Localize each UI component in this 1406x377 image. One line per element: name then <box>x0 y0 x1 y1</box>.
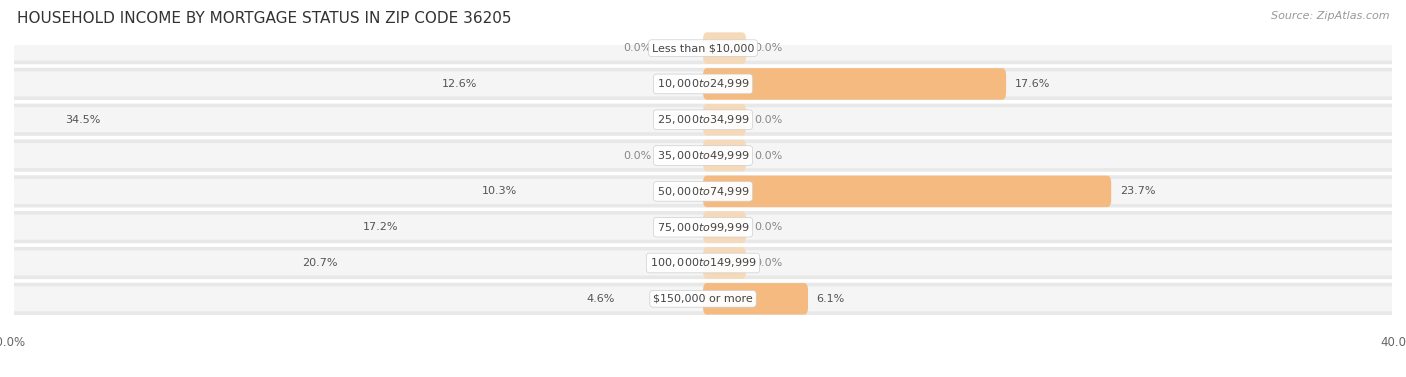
FancyBboxPatch shape <box>703 283 808 314</box>
Text: 10.3%: 10.3% <box>482 186 517 196</box>
Text: Less than $10,000: Less than $10,000 <box>652 43 754 53</box>
FancyBboxPatch shape <box>0 283 1406 315</box>
Text: 4.6%: 4.6% <box>586 294 616 304</box>
FancyBboxPatch shape <box>0 139 1406 172</box>
Text: 0.0%: 0.0% <box>755 222 783 232</box>
Text: HOUSEHOLD INCOME BY MORTGAGE STATUS IN ZIP CODE 36205: HOUSEHOLD INCOME BY MORTGAGE STATUS IN Z… <box>17 11 512 26</box>
Text: 23.7%: 23.7% <box>1119 186 1156 196</box>
FancyBboxPatch shape <box>703 32 747 64</box>
FancyBboxPatch shape <box>703 68 1007 100</box>
FancyBboxPatch shape <box>0 250 1406 276</box>
FancyBboxPatch shape <box>0 179 1406 204</box>
FancyBboxPatch shape <box>0 211 1406 243</box>
Text: $25,000 to $34,999: $25,000 to $34,999 <box>657 113 749 126</box>
FancyBboxPatch shape <box>0 286 1406 311</box>
Text: 0.0%: 0.0% <box>755 150 783 161</box>
Text: Source: ZipAtlas.com: Source: ZipAtlas.com <box>1271 11 1389 21</box>
Text: $50,000 to $74,999: $50,000 to $74,999 <box>657 185 749 198</box>
Text: 40.0%: 40.0% <box>0 336 25 349</box>
Text: $150,000 or more: $150,000 or more <box>654 294 752 304</box>
Text: 0.0%: 0.0% <box>755 258 783 268</box>
FancyBboxPatch shape <box>0 32 1406 64</box>
FancyBboxPatch shape <box>703 140 747 171</box>
Text: 6.1%: 6.1% <box>817 294 845 304</box>
Text: 0.0%: 0.0% <box>623 150 651 161</box>
FancyBboxPatch shape <box>703 104 747 135</box>
FancyBboxPatch shape <box>0 35 1406 61</box>
FancyBboxPatch shape <box>0 247 1406 279</box>
Text: 20.7%: 20.7% <box>302 258 337 268</box>
Text: 40.0%: 40.0% <box>1381 336 1406 349</box>
Text: 34.5%: 34.5% <box>65 115 100 125</box>
FancyBboxPatch shape <box>703 247 747 279</box>
FancyBboxPatch shape <box>0 71 1406 97</box>
Text: 0.0%: 0.0% <box>755 115 783 125</box>
Text: 17.2%: 17.2% <box>363 222 398 232</box>
FancyBboxPatch shape <box>0 143 1406 168</box>
Text: $35,000 to $49,999: $35,000 to $49,999 <box>657 149 749 162</box>
Text: $75,000 to $99,999: $75,000 to $99,999 <box>657 221 749 234</box>
Text: 17.6%: 17.6% <box>1015 79 1050 89</box>
FancyBboxPatch shape <box>703 211 747 243</box>
Text: 12.6%: 12.6% <box>441 79 478 89</box>
Text: 0.0%: 0.0% <box>623 43 651 53</box>
Text: $100,000 to $149,999: $100,000 to $149,999 <box>650 256 756 270</box>
Text: $10,000 to $24,999: $10,000 to $24,999 <box>657 77 749 90</box>
FancyBboxPatch shape <box>0 68 1406 100</box>
FancyBboxPatch shape <box>0 175 1406 207</box>
FancyBboxPatch shape <box>0 215 1406 240</box>
FancyBboxPatch shape <box>0 107 1406 132</box>
FancyBboxPatch shape <box>0 104 1406 136</box>
Text: 0.0%: 0.0% <box>755 43 783 53</box>
FancyBboxPatch shape <box>703 176 1111 207</box>
